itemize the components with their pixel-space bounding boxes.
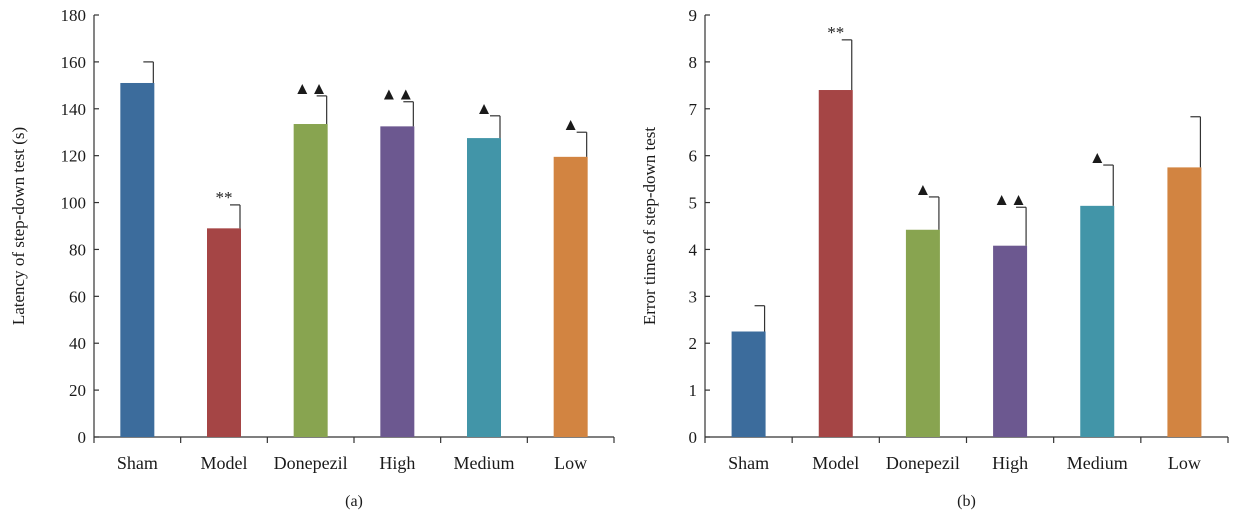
x-category-label: Donepezil: [274, 453, 348, 473]
y-tick-label: 7: [689, 100, 698, 119]
significance-marker: ▲▲: [294, 79, 328, 98]
bar-medium: [467, 138, 501, 438]
chart-panel-b: 0 1 2 3 4 5 6 7 8 9 Sham ** Model ▲ Donepezil ▲▲ High ▲ Me…: [640, 6, 1229, 510]
y-tick-label: 8: [689, 53, 698, 72]
panel-label: (a): [345, 493, 363, 510]
y-tick-label: 0: [689, 428, 698, 447]
x-category-label: Medium: [454, 453, 515, 473]
significance-marker: **: [216, 188, 233, 207]
bar-sham: [120, 82, 155, 437]
x-category-label: Model: [812, 453, 859, 473]
y-tick-label: 6: [689, 147, 698, 166]
x-category-label: Low: [554, 453, 587, 473]
bar-low: [553, 156, 588, 438]
bar-model: [818, 90, 853, 438]
bar-model: [207, 228, 241, 437]
x-category-label: High: [379, 453, 415, 473]
x-category-label: High: [992, 453, 1028, 473]
y-tick-label: 180: [61, 6, 87, 25]
significance-marker: ▲: [562, 115, 579, 134]
bar-medium: [1080, 205, 1115, 437]
bar-sham: [731, 331, 766, 437]
y-tick-label: 160: [61, 53, 87, 72]
bar-high: [993, 245, 1028, 437]
x-category-label: Sham: [117, 453, 158, 473]
x-category-label: Sham: [728, 453, 769, 473]
y-tick-label: 2: [689, 334, 698, 353]
x-category-label: Medium: [1067, 453, 1128, 473]
bar-high: [380, 126, 415, 437]
x-category-label: Model: [201, 453, 248, 473]
significance-marker: **: [827, 23, 844, 42]
significance-marker: ▲: [1089, 148, 1106, 167]
y-tick-label: 3: [689, 287, 698, 306]
panel-label: (b): [957, 493, 976, 510]
bar-donepezil: [293, 124, 328, 438]
y-tick-label: 120: [61, 147, 87, 166]
significance-marker: ▲: [915, 180, 932, 199]
y-tick-label: 5: [689, 194, 698, 213]
y-tick-label: 140: [61, 100, 87, 119]
y-axis-label: Error times of step-down test: [640, 127, 659, 326]
y-tick-label: 60: [69, 287, 86, 306]
y-tick-label: 9: [689, 6, 698, 25]
bar-low: [1167, 167, 1202, 437]
chart-panel-a: 020406080100120140160180Sham**Model▲▲Don…: [9, 6, 615, 510]
y-tick-label: 100: [61, 194, 87, 213]
x-category-label: Donepezil: [886, 453, 960, 473]
significance-marker: ▲: [476, 99, 493, 118]
y-tick-label: 80: [69, 240, 86, 259]
y-tick-label: 4: [689, 240, 698, 259]
significance-marker: ▲▲: [993, 190, 1027, 209]
y-tick-label: 0: [78, 428, 87, 447]
significance-marker: ▲▲: [381, 85, 415, 104]
x-category-label: Low: [1168, 453, 1201, 473]
y-tick-label: 20: [69, 381, 86, 400]
y-tick-label: 40: [69, 334, 86, 353]
y-tick-label: 1: [689, 381, 698, 400]
bar-donepezil: [905, 229, 940, 437]
y-axis-label: Latency of step-down test (s): [9, 127, 28, 325]
